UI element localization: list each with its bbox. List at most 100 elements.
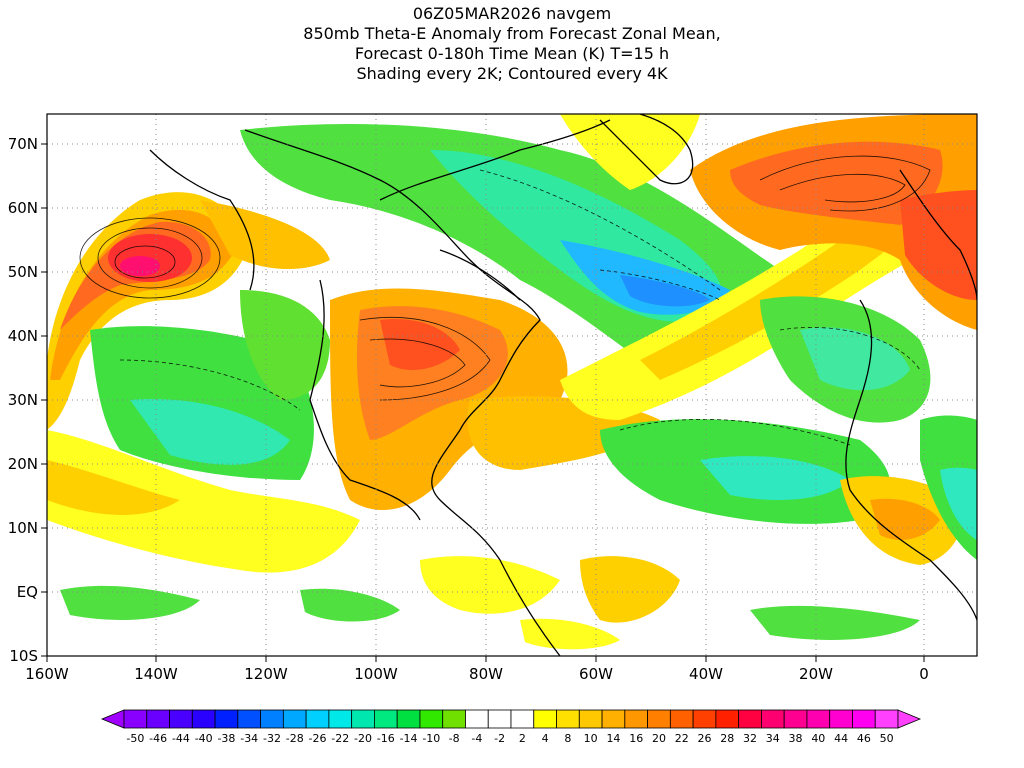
colorbar-swatch (783, 709, 808, 729)
lat-label: 40N (8, 327, 38, 345)
colorbar-label: 34 (766, 732, 780, 745)
colorbar-label: 22 (675, 732, 689, 745)
colorbar-label: 28 (720, 732, 734, 745)
colorbar-swatch (647, 709, 671, 729)
colorbar-label: 44 (834, 732, 848, 745)
colorbar-label: 2 (519, 732, 526, 745)
colorbar-label: -22 (331, 732, 349, 745)
colorbar-label: -8 (449, 732, 460, 745)
colorbar-swatch (715, 709, 740, 729)
lat-label: 30N (8, 391, 38, 409)
colorbar-label: 46 (857, 732, 871, 745)
colorbar-label: -44 (172, 732, 190, 745)
lon-label: 20W (799, 665, 833, 683)
colorbar-swatch (465, 709, 489, 729)
lon-label: 60W (579, 665, 613, 683)
colorbar-swatch (419, 709, 444, 729)
lat-label: 60N (8, 199, 38, 217)
colorbar-label: 8 (564, 732, 571, 745)
colorbar-swatch (396, 709, 421, 729)
lon-label: 160W (25, 665, 69, 683)
colorbar-label: 26 (698, 732, 712, 745)
colorbar-label: 10 (584, 732, 598, 745)
colorbar-swatch (829, 709, 853, 729)
colorbar-swatch (761, 709, 785, 729)
colorbar-arrow-right (897, 709, 922, 729)
colorbar-swatch (305, 709, 330, 729)
colorbar-label: -20 (354, 732, 372, 745)
colorbar-swatch (351, 709, 375, 729)
colorbar-swatch (510, 709, 535, 729)
colorbar-label: -16 (377, 732, 395, 745)
colorbar-swatch (874, 709, 899, 729)
plot-frame (46, 113, 978, 657)
colorbar-swatch (806, 709, 831, 729)
colorbar-swatch (146, 709, 170, 729)
colorbar-swatch (624, 709, 648, 729)
colorbar-label: -4 (471, 732, 482, 745)
colorbar-swatch (578, 709, 603, 729)
coastlines (149, 114, 977, 656)
colorbar-swatch (123, 709, 148, 729)
lon-label: 80W (469, 665, 503, 683)
colorbar-swatch (214, 709, 239, 729)
colorbar: -50 -46 -44 -40 -38 -34 -32 -28 -26 -22 -20 -16 -14-… (100, 709, 922, 745)
colorbar-label: -40 (195, 732, 213, 745)
lat-labels: 70N 60N 50N 40N 30N 20N 10N EQ 10S (8, 135, 38, 665)
colorbar-label: -50 (126, 732, 144, 745)
colorbar-swatch (169, 709, 193, 729)
lat-label: 50N (8, 263, 38, 281)
lon-labels: 160W 140W 120W 100W 80W 60W 40W 20W 0 (25, 665, 929, 683)
graticule (47, 114, 977, 656)
lat-label: 20N (8, 455, 38, 473)
colorbar-label: -32 (263, 732, 281, 745)
colorbar-label: 14 (606, 732, 620, 745)
colorbar-label: 16 (629, 732, 643, 745)
colorbar-swatch (442, 709, 466, 729)
colorbar-label: -14 (400, 732, 418, 745)
lon-label: 40W (689, 665, 723, 683)
colorbar-swatch (260, 709, 284, 729)
lat-label: 10S (9, 647, 38, 665)
lon-label: 100W (354, 665, 398, 683)
title-line-1: 06Z05MAR2026 navgem (412, 4, 612, 23)
colorbar-arrow-left (100, 709, 125, 729)
title-line-2: 850mb Theta-E Anomaly from Forecast Zona… (303, 24, 721, 43)
colorbar-swatch (533, 709, 557, 729)
colorbar-label: 38 (789, 732, 803, 745)
lon-label: 140W (134, 665, 178, 683)
colorbar-swatch (191, 709, 216, 729)
colorbar-swatch (374, 709, 398, 729)
lon-label: 0 (919, 665, 929, 683)
colorbar-label: 40 (811, 732, 825, 745)
colorbar-swatch (852, 709, 876, 729)
lat-label: EQ (17, 583, 38, 601)
colorbar-label: 20 (652, 732, 666, 745)
colorbar-label: -26 (309, 732, 327, 745)
colorbar-swatch (669, 709, 694, 729)
colorbar-label: -10 (422, 732, 440, 745)
lat-label: 70N (8, 135, 38, 153)
lat-label: 10N (8, 519, 38, 537)
colorbar-swatch (237, 709, 261, 729)
colorbar-label: 50 (880, 732, 894, 745)
axis-ticks (41, 143, 925, 662)
colorbar-label: -46 (149, 732, 167, 745)
colorbar-label: 4 (542, 732, 549, 745)
colorbar-label: -34 (240, 732, 258, 745)
colorbar-label: -28 (286, 732, 304, 745)
title-line-4: Shading every 2K; Contoured every 4K (356, 64, 668, 83)
colorbar-label: -38 (217, 732, 235, 745)
title-line-3: Forecast 0-180h Time Mean (K) T=15 h (354, 44, 670, 63)
colorbar-swatch (487, 709, 512, 729)
lon-label: 120W (244, 665, 288, 683)
colorbar-label: -2 (494, 732, 505, 745)
colorbar-swatch (601, 709, 626, 729)
colorbar-swatch (556, 709, 580, 729)
colorbar-swatch (738, 709, 762, 729)
colorbar-swatch (282, 709, 307, 729)
contours (79, 155, 931, 446)
colorbar-swatch (328, 709, 353, 729)
colorbar-label: 32 (743, 732, 757, 745)
